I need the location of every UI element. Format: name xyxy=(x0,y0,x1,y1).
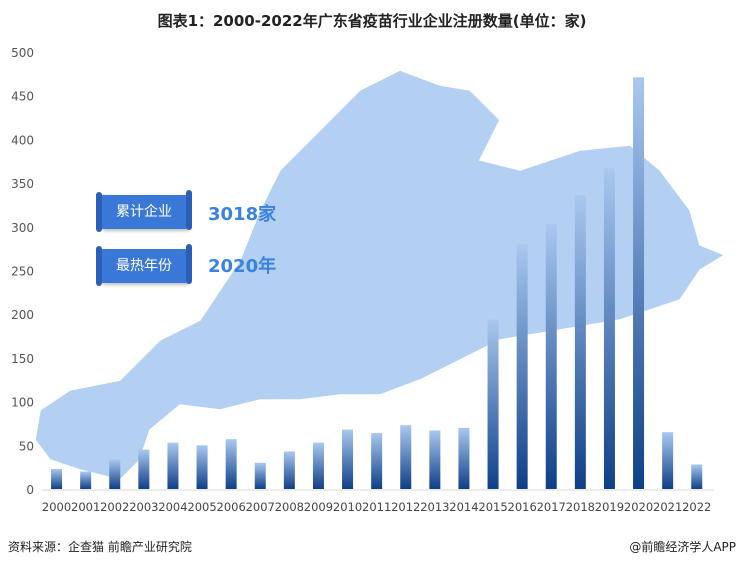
x-tick-label: 2008 xyxy=(275,500,304,514)
bar-2020 xyxy=(633,77,645,489)
chart-title: 图表1：2000-2022年广东省疫苗行业企业注册数量(单位：家) xyxy=(157,12,587,30)
x-tick-label: 2006 xyxy=(217,500,246,514)
bar-2014 xyxy=(458,427,470,489)
y-tick-label: 350 xyxy=(11,177,34,191)
bar-2010 xyxy=(342,429,354,489)
bar-2018 xyxy=(574,195,586,489)
x-tick-label: 2000 xyxy=(42,500,71,514)
brand-label: @前瞻经济学人APP xyxy=(629,540,736,554)
x-tick-label: 2015 xyxy=(478,500,507,514)
bar-2005 xyxy=(196,445,208,489)
bar-2009 xyxy=(312,442,324,489)
y-tick-label: 200 xyxy=(11,308,34,322)
bar-2015 xyxy=(487,319,499,489)
hottest-year-value: 2020年 xyxy=(208,256,277,277)
y-tick-label: 150 xyxy=(11,352,34,366)
hottest-year-badge: 最热年份 xyxy=(96,244,192,286)
x-tick-label: 2014 xyxy=(449,500,478,514)
bar-2013 xyxy=(429,430,441,489)
x-tick-label: 2018 xyxy=(566,500,595,514)
total-companies-value: 3018家 xyxy=(208,204,277,225)
total-companies-badge: 累计企业 xyxy=(96,190,192,232)
x-tick-label: 2021 xyxy=(653,500,682,514)
guangdong-map xyxy=(34,69,727,481)
x-tick-label: 2017 xyxy=(537,500,566,514)
bar-2008 xyxy=(283,451,295,489)
bar-2001 xyxy=(80,471,92,489)
source-note: 资料来源：企查猫 前瞻产业研究院 xyxy=(8,540,192,554)
bar-2019 xyxy=(603,168,615,489)
bar-2012 xyxy=(400,425,412,489)
x-tick-label: 2005 xyxy=(187,500,216,514)
bar-2016 xyxy=(516,244,528,489)
y-tick-label: 0 xyxy=(26,483,34,497)
x-tick-label: 2007 xyxy=(246,500,275,514)
x-tick-label: 2001 xyxy=(71,500,100,514)
bar-2000 xyxy=(51,468,63,489)
y-tick-label: 400 xyxy=(11,133,34,147)
x-tick-label: 2022 xyxy=(682,500,711,514)
bar-2004 xyxy=(167,442,179,489)
bar-2017 xyxy=(545,224,557,490)
bar-2006 xyxy=(225,439,237,489)
x-tick-label: 2019 xyxy=(595,500,624,514)
x-tick-label: 2002 xyxy=(100,500,129,514)
y-tick-label: 450 xyxy=(11,90,34,104)
x-tick-label: 2010 xyxy=(333,500,362,514)
bar-2011 xyxy=(371,433,383,489)
y-tick-label: 300 xyxy=(11,221,34,235)
x-tick-label: 2009 xyxy=(304,500,333,514)
bar-2002 xyxy=(109,459,121,489)
x-tick-label: 2011 xyxy=(362,500,391,514)
y-tick-label: 250 xyxy=(11,265,34,279)
x-tick-label: 2016 xyxy=(508,500,537,514)
bar-2022 xyxy=(691,464,703,489)
x-tick-label: 2013 xyxy=(420,500,449,514)
bar-2007 xyxy=(254,462,266,489)
bar-2003 xyxy=(138,449,150,489)
bar-2021 xyxy=(662,432,674,489)
x-tick-label: 2003 xyxy=(129,500,158,514)
x-tick-label: 2020 xyxy=(624,500,653,514)
y-tick-label: 500 xyxy=(11,46,34,60)
x-tick-label: 2012 xyxy=(391,500,420,514)
y-tick-label: 100 xyxy=(11,396,34,410)
y-tick-label: 50 xyxy=(19,439,34,453)
x-tick-label: 2004 xyxy=(158,500,187,514)
